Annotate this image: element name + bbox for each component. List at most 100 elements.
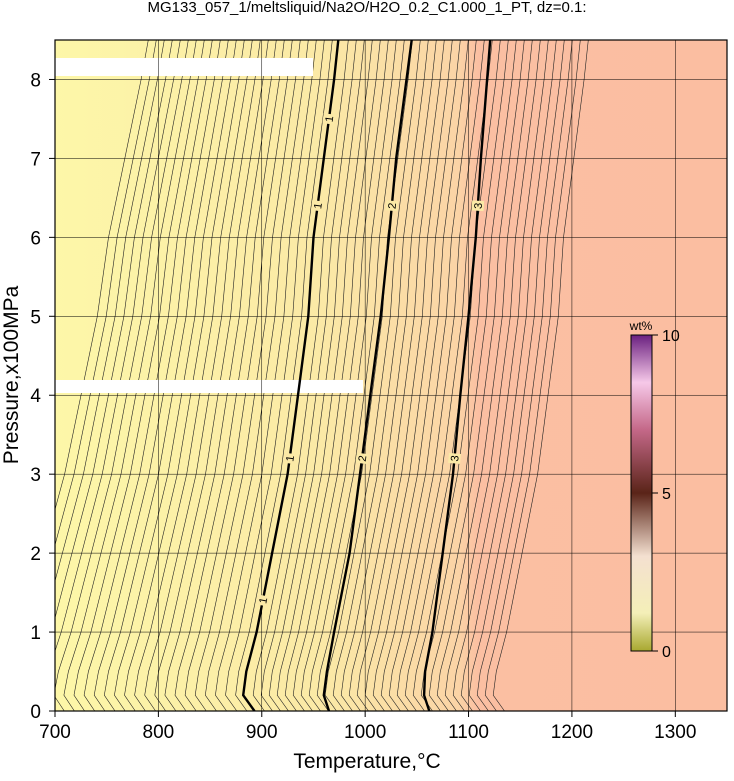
contour-label: 3 <box>449 455 462 462</box>
y-tick-label: 8 <box>30 70 41 91</box>
minor-contour <box>215 40 317 711</box>
minor-contour <box>134 40 253 711</box>
minor-contour <box>63 40 197 711</box>
contour-line <box>241 40 340 711</box>
contour-line <box>422 40 492 711</box>
contours: 1 1 1 1 2 2 3 3 <box>241 40 492 711</box>
minor-contour <box>492 40 589 711</box>
minor-contour <box>324 40 421 711</box>
contour-label-bg <box>283 452 297 465</box>
y-tick-label: 7 <box>30 149 41 170</box>
y-tick-label: 4 <box>30 386 41 407</box>
minor-contour <box>194 40 301 711</box>
minor-contour <box>428 40 525 711</box>
contour-label: 2 <box>357 455 370 463</box>
minor-contour <box>124 40 245 711</box>
minor-contour <box>184 40 293 711</box>
x-tick-label: 1200 <box>551 722 593 743</box>
colorbar-tick-label: 5 <box>662 486 671 503</box>
minor-contour <box>388 40 485 711</box>
minor-contour <box>225 40 325 711</box>
colorbar-label: wt% <box>629 319 653 333</box>
minor-contour <box>114 40 237 711</box>
chart-title: MG133_057_1/meltsliquid/Na2O/H2O_0.2_C1.… <box>147 0 586 16</box>
minor-contour <box>396 40 493 711</box>
minor-contour <box>154 40 269 711</box>
minor-contour <box>436 40 533 711</box>
minor-contour <box>412 40 509 711</box>
minor-contour <box>144 40 261 711</box>
data-gap <box>55 380 363 393</box>
minor-contour <box>364 40 461 711</box>
minor-contour <box>332 40 429 711</box>
y-tick-label: 5 <box>30 307 41 328</box>
y-tick-label: 0 <box>30 702 41 723</box>
minor-contour <box>204 40 309 711</box>
contour-label-bg <box>385 200 399 212</box>
contour-label-bg <box>255 594 270 607</box>
minor-contour <box>55 40 149 511</box>
minor-contour <box>55 40 189 711</box>
colorbar <box>630 334 653 652</box>
minor-contour <box>348 40 445 711</box>
contour-label: 3 <box>473 202 485 209</box>
minor-contour <box>468 40 565 711</box>
minor-contour <box>73 40 205 711</box>
contour-label: 1 <box>284 455 297 463</box>
minor-contour <box>484 40 581 711</box>
x-tick-label: 1100 <box>448 722 489 743</box>
minor-contour <box>444 40 541 711</box>
minor-contour <box>235 40 333 711</box>
x-axis-label: Temperature,°C <box>293 750 440 773</box>
minor-contour <box>292 40 389 711</box>
x-tick-label: 1000 <box>344 722 386 743</box>
contour-line <box>322 40 413 711</box>
minor-contour <box>460 40 557 711</box>
minor-contour <box>103 40 229 711</box>
minor-contour <box>164 40 277 711</box>
contour-label-bg <box>448 452 461 464</box>
minor-contour <box>308 40 405 711</box>
contour-label: 2 <box>387 202 400 209</box>
minor-contour <box>55 40 173 620</box>
colorbar-ticks: 0 5 10 <box>652 328 680 661</box>
x-tick-label: 1300 <box>654 722 696 743</box>
y-tick-label: 2 <box>30 544 41 565</box>
minor-contour <box>404 40 501 711</box>
minor-contour <box>380 40 477 711</box>
minor-contour <box>268 40 365 711</box>
minor-contour <box>476 40 573 711</box>
minor-contour <box>55 40 181 653</box>
minor-contour <box>252 40 349 711</box>
minor-contour <box>83 40 213 711</box>
minor-contour <box>55 40 157 547</box>
contour-label-bg <box>322 113 336 125</box>
minor-contour <box>372 40 469 711</box>
colorbar-tick-label: 10 <box>662 328 680 345</box>
minor-contour <box>276 40 373 711</box>
minor-contour <box>284 40 381 711</box>
contour-label: 1 <box>324 115 337 123</box>
plot-frame <box>54 39 728 712</box>
minor-contour <box>452 40 549 711</box>
y-tick-label: 1 <box>30 623 41 644</box>
x-tick-label: 900 <box>246 722 278 743</box>
y-tick-label: 3 <box>30 465 41 486</box>
colorbar-tick-label: 0 <box>662 644 671 661</box>
contour-label: 1 <box>257 597 270 605</box>
data-gap <box>55 58 313 76</box>
contour-label-bg <box>471 200 485 212</box>
minor-contour <box>356 40 453 711</box>
minor-contour <box>300 40 397 711</box>
minor-contour <box>340 40 437 711</box>
minor-contours <box>55 40 589 711</box>
minor-contour <box>316 40 413 711</box>
minor-contour <box>93 40 221 711</box>
contour-label: 1 <box>312 202 325 210</box>
x-tick-label: 800 <box>143 722 175 743</box>
contour-label-bg <box>355 452 369 465</box>
minor-contour <box>55 40 165 583</box>
minor-contour <box>174 40 285 711</box>
